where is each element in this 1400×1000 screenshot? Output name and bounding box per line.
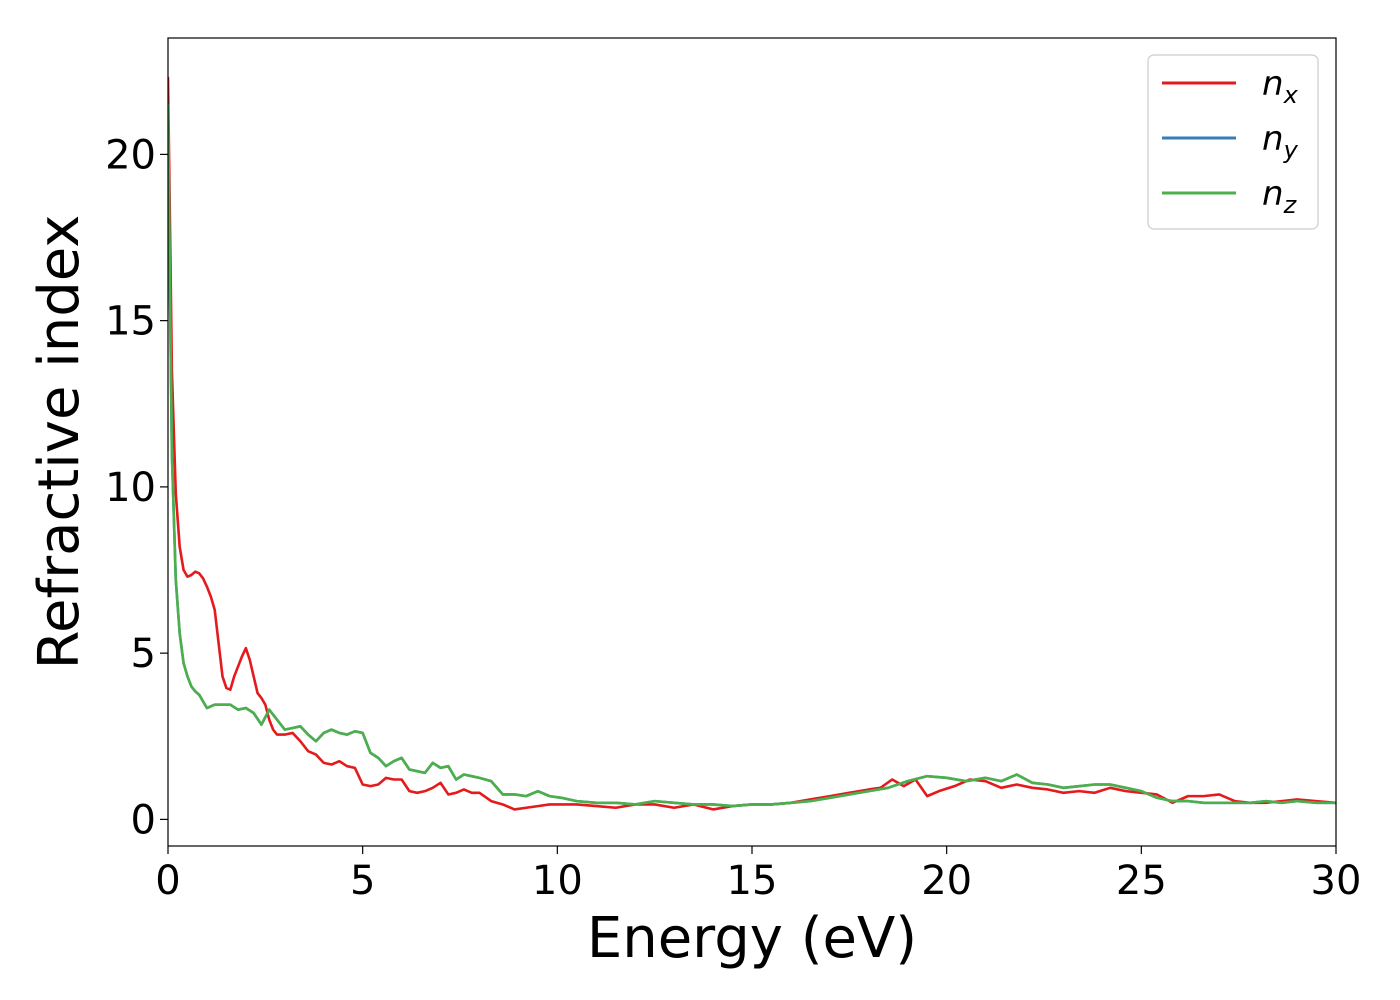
- legend-label-subscript: x: [1283, 81, 1299, 109]
- x-tick-label: 30: [1311, 858, 1362, 904]
- x-tick-label: 20: [921, 858, 972, 904]
- y-tick-label: 0: [131, 797, 156, 843]
- y-tick-label: 15: [105, 299, 156, 345]
- x-axis-ticks: 0 5 10 15 20 25 30: [155, 846, 1361, 904]
- legend-label-subscript: y: [1283, 136, 1299, 164]
- x-tick-label: 5: [350, 858, 375, 904]
- plot-area: [168, 38, 1336, 846]
- x-tick-label: 15: [727, 858, 778, 904]
- series-line-nz: [168, 103, 1336, 808]
- y-tick-label: 5: [131, 631, 156, 677]
- x-tick-label: 0: [155, 858, 180, 904]
- legend-label-subscript: z: [1283, 191, 1298, 219]
- x-tick-label: 25: [1116, 858, 1167, 904]
- y-tick-label: 20: [105, 132, 156, 178]
- y-tick-label: 10: [105, 465, 156, 511]
- y-axis-ticks: 0 5 10 15 20: [105, 132, 168, 843]
- legend-label-base: n: [1262, 174, 1284, 214]
- legend-label-nx: nx: [1262, 64, 1299, 109]
- legend-label-ny: ny: [1262, 119, 1299, 164]
- legend-box: [1147, 54, 1319, 230]
- legend-label-nz: nz: [1262, 174, 1298, 219]
- x-tick-label: 10: [532, 858, 583, 904]
- series-layer: [168, 76, 1336, 811]
- legend-label-base: n: [1262, 64, 1284, 104]
- y-axis-label: Refractive index: [27, 215, 92, 670]
- x-axis-label: Energy (eV): [587, 906, 917, 971]
- series-line-nx: [168, 76, 1336, 811]
- legend-label-base: n: [1262, 119, 1284, 159]
